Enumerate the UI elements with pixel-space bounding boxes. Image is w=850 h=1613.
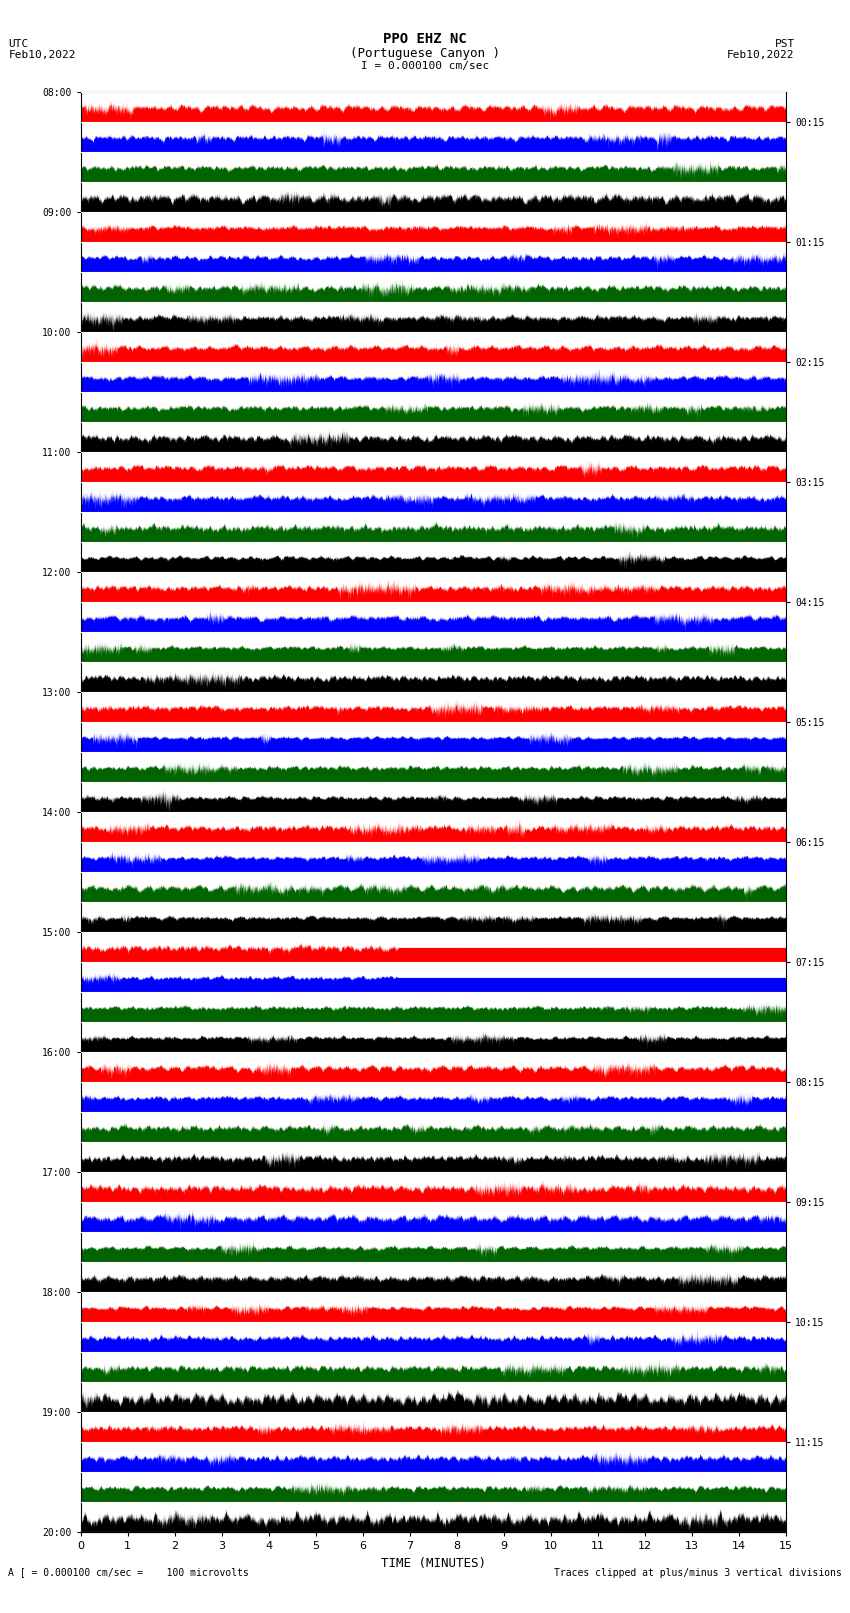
Text: PST: PST	[774, 39, 795, 48]
X-axis label: TIME (MINUTES): TIME (MINUTES)	[381, 1557, 486, 1569]
Text: A [ = 0.000100 cm/sec =    100 microvolts: A [ = 0.000100 cm/sec = 100 microvolts	[8, 1568, 249, 1578]
Text: Feb10,2022: Feb10,2022	[728, 50, 795, 60]
Text: Traces clipped at plus/minus 3 vertical divisions: Traces clipped at plus/minus 3 vertical …	[553, 1568, 842, 1578]
Text: Feb10,2022: Feb10,2022	[8, 50, 76, 60]
Text: (Portuguese Canyon ): (Portuguese Canyon )	[350, 47, 500, 60]
Text: I = 0.000100 cm/sec: I = 0.000100 cm/sec	[361, 61, 489, 71]
Text: PPO EHZ NC: PPO EHZ NC	[383, 32, 467, 47]
Text: UTC: UTC	[8, 39, 29, 48]
